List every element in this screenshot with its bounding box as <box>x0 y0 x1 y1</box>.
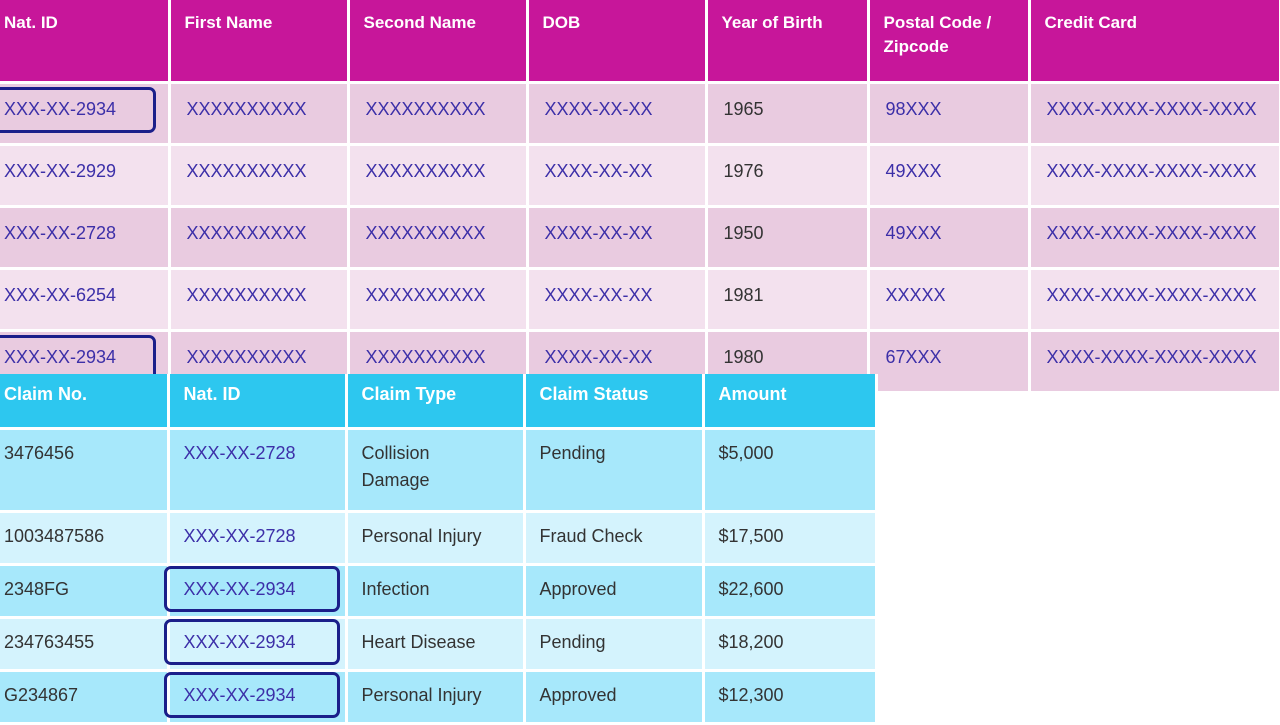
claim-type-cell: Infection <box>346 564 526 619</box>
col-header-year-of-birth: Year of Birth <box>706 0 870 84</box>
claim-type-cell: Collision Damage <box>346 428 526 513</box>
second-name-cell: XXXXXXXXXX <box>348 82 529 146</box>
year-cell: 1976 <box>706 144 870 208</box>
dob-cell: XXXX-XX-XX <box>527 82 708 146</box>
first-name-cell: XXXXXXXXXX <box>169 82 350 146</box>
table-row: 2348FG XXX-XX-2934 Infection Approved $2… <box>0 564 878 619</box>
claim-no-cell: 1003487586 <box>0 511 170 566</box>
nat-id-cell: XXX-XX-2934 <box>0 82 171 146</box>
claim-no-cell: 2348FG <box>0 564 170 619</box>
postal-cell: 98XXX <box>868 82 1031 146</box>
table-row: XXX-XX-2934 XXXXXXXXXX XXXXXXXXXX XXXX-X… <box>0 82 1280 146</box>
table-row: G234867 XXX-XX-2934 Personal Injury Appr… <box>0 670 878 725</box>
claim-no-cell: G234867 <box>0 670 170 725</box>
table-row: 1003487586 XXX-XX-2728 Personal Injury F… <box>0 511 878 566</box>
table-row: 234763455 XXX-XX-2934 Heart Disease Pend… <box>0 617 878 672</box>
col-header-dob: DOB <box>527 0 708 84</box>
claim-status-cell: Approved <box>524 670 705 725</box>
persons-header-row: Nat. ID First Name Second Name DOB Year … <box>0 0 1280 84</box>
claims-table: Claim No. Nat. ID Claim Type Claim Statu… <box>0 374 878 725</box>
postal-cell: 67XXX <box>868 330 1031 394</box>
amount-cell: $18,200 <box>703 617 878 672</box>
col-header-second-name: Second Name <box>348 0 529 84</box>
amount-cell: $12,300 <box>703 670 878 725</box>
table-row: XXX-XX-2728 XXXXXXXXXX XXXXXXXXXX XXXX-X… <box>0 206 1280 270</box>
nat-id-cell: XXX-XX-2929 <box>0 144 171 208</box>
dob-cell: XXXX-XX-XX <box>527 206 708 270</box>
col-header-claim-type: Claim Type <box>346 374 526 430</box>
first-name-cell: XXXXXXXXXX <box>169 206 350 270</box>
postal-cell: 49XXX <box>868 144 1031 208</box>
nat-id-cell: XXX-XX-2934 <box>163 564 348 619</box>
amount-cell: $22,600 <box>703 564 878 619</box>
nat-id-cell: XXX-XX-2934 <box>163 617 348 672</box>
first-name-cell: XXXXXXXXXX <box>169 268 350 332</box>
credit-card-cell: XXXX-XXXX-XXXX-XXXX <box>1029 82 1280 146</box>
second-name-cell: XXXXXXXXXX <box>348 144 529 208</box>
second-name-cell: XXXXXXXXXX <box>348 268 529 332</box>
col-header-postal-code: Postal Code / Zipcode <box>868 0 1031 84</box>
claim-status-cell: Pending <box>524 617 705 672</box>
dob-cell: XXXX-XX-XX <box>527 268 708 332</box>
table-row: XXX-XX-6254 XXXXXXXXXX XXXXXXXXXX XXXX-X… <box>0 268 1280 332</box>
claim-type-cell: Heart Disease <box>346 617 526 672</box>
amount-cell: $5,000 <box>703 428 878 513</box>
second-name-cell: XXXXXXXXXX <box>348 206 529 270</box>
col-header-nat-id: Nat. ID <box>168 374 348 430</box>
claim-type-cell: Personal Injury <box>346 670 526 725</box>
credit-card-cell: XXXX-XXXX-XXXX-XXXX <box>1029 206 1280 270</box>
col-header-amount: Amount <box>703 374 878 430</box>
credit-card-cell: XXXX-XXXX-XXXX-XXXX <box>1029 330 1280 394</box>
year-cell: 1981 <box>706 268 870 332</box>
table-row: XXX-XX-2929 XXXXXXXXXX XXXXXXXXXX XXXX-X… <box>0 144 1280 208</box>
claim-status-cell: Pending <box>524 428 705 513</box>
claim-no-cell: 3476456 <box>0 428 170 513</box>
claim-no-cell: 234763455 <box>0 617 170 672</box>
table-row: 3476456 XXX-XX-2728 Collision Damage Pen… <box>0 428 878 513</box>
dob-cell: XXXX-XX-XX <box>527 144 708 208</box>
col-header-claim-status: Claim Status <box>524 374 705 430</box>
postal-cell: XXXXX <box>868 268 1031 332</box>
amount-cell: $17,500 <box>703 511 878 566</box>
col-header-claim-no: Claim No. <box>0 374 170 430</box>
nat-id-cell: XXX-XX-2728 <box>168 428 348 513</box>
claim-status-cell: Fraud Check <box>524 511 705 566</box>
year-cell: 1950 <box>706 206 870 270</box>
nat-id-cell: XXX-XX-2934 <box>163 670 348 725</box>
nat-id-cell: XXX-XX-2728 <box>0 206 171 270</box>
credit-card-cell: XXXX-XXXX-XXXX-XXXX <box>1029 268 1280 332</box>
nat-id-cell: XXX-XX-2728 <box>168 511 348 566</box>
col-header-first-name: First Name <box>169 0 350 84</box>
col-header-credit-card: Credit Card <box>1029 0 1280 84</box>
claims-header-row: Claim No. Nat. ID Claim Type Claim Statu… <box>0 374 878 430</box>
persons-table: Nat. ID First Name Second Name DOB Year … <box>0 0 1280 394</box>
claim-status-cell: Approved <box>524 564 705 619</box>
postal-cell: 49XXX <box>868 206 1031 270</box>
first-name-cell: XXXXXXXXXX <box>169 144 350 208</box>
col-header-nat-id: Nat. ID <box>0 0 171 84</box>
nat-id-cell: XXX-XX-6254 <box>0 268 171 332</box>
year-cell: 1965 <box>706 82 870 146</box>
credit-card-cell: XXXX-XXXX-XXXX-XXXX <box>1029 144 1280 208</box>
claim-type-cell: Personal Injury <box>346 511 526 566</box>
